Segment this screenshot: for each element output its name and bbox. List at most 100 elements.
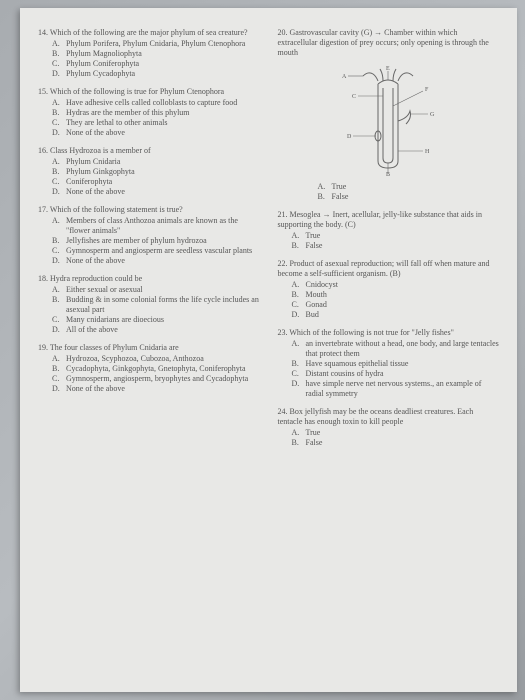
opt-label: A. (292, 428, 306, 438)
question-20: 20. Gastrovascular cavity (G) → Chamber … (278, 28, 500, 58)
q23-A: an invertebrate without a head, one body… (306, 339, 500, 359)
q24-A: True (306, 428, 321, 438)
q18-options: A.Either sexual or asexual B.Budding & i… (52, 285, 260, 335)
opt-label: B. (52, 49, 66, 59)
diagram-label-e: E (386, 66, 390, 72)
diagram-label-d: D (347, 134, 352, 140)
question-16: 16. Class Hydrozoa is a member of A.Phyl… (38, 146, 260, 197)
opt-label: B. (292, 359, 306, 369)
q18-A: Either sexual or asexual (66, 285, 143, 295)
opt-label: C. (52, 118, 66, 128)
opt-label: A. (52, 354, 66, 364)
q16-B: Phylum Ginkgophyta (66, 167, 135, 177)
opt-label: B. (292, 290, 306, 300)
q14-C: Phylum Coniferophyta (66, 59, 139, 69)
opt-label: B. (52, 236, 66, 246)
opt-label: A. (52, 216, 66, 236)
q16-text: Class Hydrozoa is a member of (50, 146, 151, 155)
q20-A: True (332, 182, 347, 192)
q14-text: Which of the following are the major phy… (50, 28, 248, 37)
opt-label: C. (52, 315, 66, 325)
opt-label: D. (52, 69, 66, 79)
q19-A: Hydrozoa, Scyphozoa, Cubozoa, Anthozoa (66, 354, 204, 364)
q16-C: Coniferophyta (66, 177, 112, 187)
q17-options: A.Members of class Anthozoa animals are … (52, 216, 260, 266)
diagram-label-c: C (352, 94, 356, 100)
diagram-label-f: F (425, 87, 429, 93)
q14-D: Phylum Cycadophyta (66, 69, 135, 79)
q19-text: The four classes of Phylum Cnidaria are (50, 343, 179, 352)
q20-text: Gastrovascular cavity (G) → Chamber with… (278, 28, 489, 57)
q15-text: Which of the following is true for Phylu… (50, 87, 224, 96)
q18-D: All of the above (66, 325, 118, 335)
q23-B: Have squamous epithelial tissue (306, 359, 409, 369)
q22-options: A.Cnidocyst B.Mouth C.Gonad D.Bud (292, 280, 500, 320)
q17-num: 17. (38, 205, 48, 214)
q21-num: 21. (278, 210, 288, 219)
opt-label: A. (52, 285, 66, 295)
q23-C: Distant cousins of hydra (306, 369, 384, 379)
q21-B: False (306, 241, 323, 251)
q15-options: A.Have adhesive cells called colloblasts… (52, 98, 260, 138)
opt-label: A. (52, 98, 66, 108)
diagram-label-g: G (430, 112, 435, 118)
opt-label: C. (52, 177, 66, 187)
opt-label: A. (292, 339, 306, 359)
diagram-label-b: B (386, 172, 390, 176)
q14-B: Phylum Magnoliophyta (66, 49, 142, 59)
q16-options: A.Phylum Cnidaria B.Phylum Ginkgophyta C… (52, 157, 260, 197)
diagram-label-h: H (425, 149, 430, 155)
question-19: 19. The four classes of Phylum Cnidaria … (38, 343, 260, 394)
q21-text: Mesoglea → Inert, acellular, jelly-like … (278, 210, 483, 229)
q20-B: False (332, 192, 349, 202)
q22-C: Gonad (306, 300, 327, 310)
q24-options: A.True B.False (292, 428, 500, 448)
opt-label: A. (52, 157, 66, 167)
opt-label: C. (292, 300, 306, 310)
opt-label: B. (318, 192, 332, 202)
q19-D: None of the above (66, 384, 125, 394)
q15-D: None of the above (66, 128, 125, 138)
opt-label: C. (292, 369, 306, 379)
q18-text: Hydra reproduction could be (50, 274, 142, 283)
opt-label: B. (52, 108, 66, 118)
question-14: 14. Which of the following are the major… (38, 28, 260, 79)
opt-label: A. (292, 280, 306, 290)
q19-C: Gymnosperm, angiosperm, bryophytes and C… (66, 374, 248, 384)
q15-A: Have adhesive cells called colloblasts t… (66, 98, 237, 108)
q16-num: 16. (38, 146, 48, 155)
opt-label: D. (52, 187, 66, 197)
q16-A: Phylum Cnidaria (66, 157, 120, 167)
question-21: 21. Mesoglea → Inert, acellular, jelly-l… (278, 210, 500, 251)
opt-label: B. (292, 438, 306, 448)
q24-text: Box jellyfish may be the oceans deadlies… (278, 407, 474, 426)
opt-label: C. (52, 59, 66, 69)
q20-num: 20. (278, 28, 288, 37)
hydra-diagram: A E C F G D B H (328, 66, 448, 176)
question-15: 15. Which of the following is true for P… (38, 87, 260, 138)
opt-label: D. (52, 325, 66, 335)
q17-text: Which of the following statement is true… (50, 205, 183, 214)
right-column: 20. Gastrovascular cavity (G) → Chamber … (278, 28, 500, 456)
q19-B: Cycadophyta, Ginkgophyta, Gnetophyta, Co… (66, 364, 246, 374)
worksheet-page: 14. Which of the following are the major… (20, 8, 517, 692)
q17-A: Members of class Anthozoa animals are kn… (66, 216, 260, 236)
opt-label: B. (52, 295, 66, 315)
opt-label: C. (52, 374, 66, 384)
q23-num: 23. (278, 328, 288, 337)
q22-D: Bud (306, 310, 319, 320)
q19-options: A.Hydrozoa, Scyphozoa, Cubozoa, Anthozoa… (52, 354, 260, 394)
q15-B: Hydras are the member of this phylum (66, 108, 190, 118)
q24-num: 24. (278, 407, 288, 416)
q18-C: Many cnidarians are dioecious (66, 315, 164, 325)
q22-num: 22. (278, 259, 288, 268)
opt-label: D. (292, 379, 306, 399)
q22-text: Product of asexual reproduction; will fa… (278, 259, 490, 278)
q18-num: 18. (38, 274, 48, 283)
q24-B: False (306, 438, 323, 448)
opt-label: C. (52, 246, 66, 256)
q23-options: A.an invertebrate without a head, one bo… (292, 339, 500, 399)
q23-text: Which of the following is not true for "… (289, 328, 454, 337)
opt-label: D. (292, 310, 306, 320)
q14-A: Phylum Porifera, Phylum Cnidaria, Phylum… (66, 39, 245, 49)
